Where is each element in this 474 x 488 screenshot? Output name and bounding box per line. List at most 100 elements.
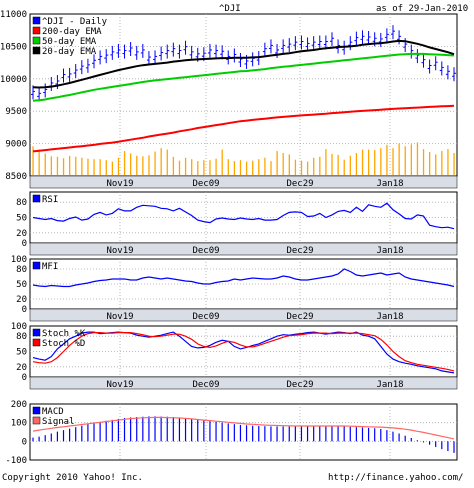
legend-swatch bbox=[32, 416, 41, 425]
volume-bar bbox=[435, 154, 437, 176]
volume-bar bbox=[233, 161, 236, 176]
rsi-panel: 020 50 80 RSI Nov19 Dec09 Dec29 Jan18 bbox=[16, 191, 458, 256]
volume-bar bbox=[386, 144, 388, 176]
volume-bar bbox=[252, 160, 254, 176]
stoch-y-tick: 50 bbox=[16, 348, 27, 358]
volume-bar bbox=[154, 151, 156, 176]
macd-y-tick: 100 bbox=[11, 419, 27, 429]
stoch-x-tick: Dec09 bbox=[192, 380, 219, 390]
volume-bar bbox=[197, 161, 199, 176]
price-y-tick: 8500 bbox=[5, 172, 27, 182]
volume-bar bbox=[428, 152, 431, 176]
stoch-x-tick: Nov19 bbox=[106, 380, 133, 390]
stoch-x-tick: Dec29 bbox=[286, 380, 313, 390]
volume-bar bbox=[203, 160, 205, 176]
mfi-y-tick: 50 bbox=[16, 280, 27, 290]
volume-bar bbox=[105, 160, 107, 176]
mfi-y-tick: 20 bbox=[16, 295, 27, 305]
volume-bar bbox=[349, 155, 351, 176]
legend-swatch bbox=[32, 338, 41, 347]
mfi-y-tick: 80 bbox=[16, 265, 27, 275]
volume-bar bbox=[148, 155, 150, 176]
volume-bar bbox=[209, 160, 211, 176]
source-url[interactable]: http://finance.yahoo.com/ bbox=[328, 473, 463, 483]
legend-label: RSI bbox=[42, 195, 58, 205]
legend-swatch bbox=[32, 194, 41, 203]
rsi-date-band bbox=[29, 242, 458, 256]
volume-bar bbox=[142, 156, 144, 176]
rsi-y-tick: 80 bbox=[16, 198, 27, 208]
legend-swatch bbox=[32, 46, 41, 55]
volume-bar bbox=[87, 158, 89, 176]
volume-bar bbox=[361, 149, 364, 176]
rsi-y-tick: 20 bbox=[16, 229, 27, 239]
legend-label: Stoch %K bbox=[42, 329, 86, 339]
volume-bar bbox=[306, 161, 309, 176]
price-date-band bbox=[29, 175, 458, 189]
volume-bar bbox=[294, 159, 297, 176]
volume-bar bbox=[99, 159, 101, 176]
price-frame bbox=[29, 13, 458, 177]
mfi-date-band bbox=[29, 308, 458, 322]
price-y-tick: 11000 bbox=[0, 10, 27, 20]
volume-bar bbox=[184, 157, 187, 176]
volume-bar bbox=[69, 155, 71, 176]
volume-bar bbox=[355, 152, 358, 176]
stoch-d-line bbox=[32, 332, 455, 372]
volume-bar bbox=[331, 153, 333, 176]
legend-label: ^DJI - Daily bbox=[42, 17, 108, 27]
legend-label: Stoch %D bbox=[42, 339, 85, 349]
legend-label: MACD bbox=[42, 407, 64, 417]
legend-label: Signal bbox=[42, 417, 75, 427]
volume-bar bbox=[136, 155, 138, 176]
volume-bar bbox=[62, 158, 65, 176]
volume-bar bbox=[123, 151, 126, 176]
macd-y-tick: 200 bbox=[11, 400, 27, 410]
rsi-x-tick: Nov19 bbox=[106, 246, 133, 256]
50-day-ema-line bbox=[32, 52, 455, 102]
signal-line bbox=[32, 416, 455, 440]
price-x-tick: Dec29 bbox=[286, 179, 313, 189]
volume-bar bbox=[191, 159, 193, 176]
volume-bar bbox=[172, 156, 175, 176]
rsi-x-tick: Dec29 bbox=[286, 246, 313, 256]
volume-bar bbox=[93, 159, 95, 176]
volume-bar bbox=[343, 159, 345, 176]
volume-bar bbox=[130, 153, 132, 176]
volume-bar bbox=[416, 142, 419, 176]
chart-symbol: ^DJI bbox=[219, 4, 241, 14]
volume-bar bbox=[81, 157, 83, 176]
volume-bar bbox=[239, 160, 242, 176]
volume-bar bbox=[166, 149, 168, 176]
price-x-tick: Jan18 bbox=[376, 179, 403, 189]
volume-bar bbox=[300, 160, 303, 176]
legend-swatch bbox=[32, 16, 41, 25]
20-day-ema-line bbox=[32, 39, 455, 89]
legend-label: MFI bbox=[42, 262, 58, 272]
stoch-y-tick: 20 bbox=[16, 363, 27, 373]
chart-date: as of 29-Jan-2010 bbox=[376, 4, 468, 14]
rsi-y-tick: 50 bbox=[16, 214, 27, 224]
stoch-y-tick: 80 bbox=[16, 332, 27, 342]
price-y-tick: 10500 bbox=[0, 42, 27, 52]
volume-bar bbox=[282, 152, 284, 176]
volume-bar bbox=[38, 149, 40, 176]
source-link[interactable]: http://finance.yahoo.com/ bbox=[328, 473, 463, 483]
stoch-y-tick: 0 bbox=[22, 373, 27, 383]
volume-bar bbox=[111, 161, 114, 176]
copyright-text: Copyright 2010 Yahoo! Inc. bbox=[2, 473, 143, 483]
mfi-x-tick: Dec29 bbox=[286, 312, 313, 322]
volume-bar bbox=[319, 156, 321, 176]
volume-bar bbox=[398, 143, 400, 176]
price-x-tick: Nov19 bbox=[106, 179, 133, 189]
volume-bar bbox=[44, 153, 46, 176]
stoch-y-tick: 100 bbox=[11, 322, 27, 332]
rsi-line bbox=[32, 202, 455, 230]
200-day-ema-line bbox=[32, 104, 455, 153]
volume-bar bbox=[392, 148, 394, 176]
volume-bar bbox=[288, 154, 290, 176]
